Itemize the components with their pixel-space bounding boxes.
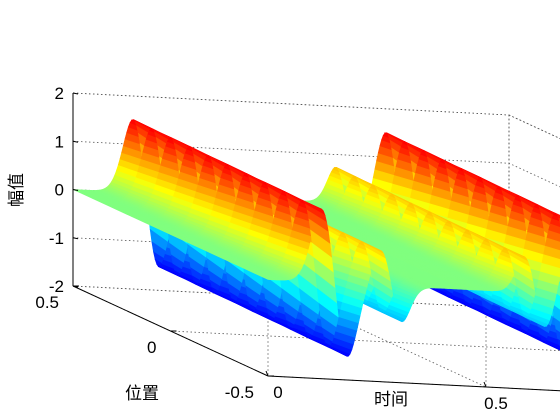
surface-patch	[556, 213, 560, 220]
z-tick-label: 2	[55, 84, 64, 103]
y-axis-label: 位置	[125, 384, 159, 404]
z-tick-labels: -2 -1 0 1 2	[49, 84, 64, 296]
y-tick-label: 0.5	[35, 293, 59, 312]
z-tick-mark	[72, 189, 79, 191]
surface-patch	[547, 329, 560, 341]
y-tick-labels: -0.5 0 0.5	[35, 293, 254, 402]
surface-patch	[543, 341, 560, 351]
x-tick-label: 0.5	[484, 394, 508, 413]
box-edge-back	[508, 114, 560, 139]
x-tick-mark	[483, 381, 487, 388]
surface-patch	[551, 214, 560, 222]
surface	[72, 119, 560, 358]
axis-line	[267, 375, 560, 392]
z-tick-label: -1	[49, 229, 64, 248]
axes-front-edges	[72, 92, 560, 392]
surface-patch	[552, 303, 560, 323]
x-axis-label: 时间	[374, 390, 408, 410]
z-axis-label: 幅值	[7, 173, 27, 207]
surface-patch	[539, 262, 560, 278]
surface-patch	[555, 329, 560, 341]
z-tick-mark	[72, 140, 79, 143]
box-edge-back	[72, 92, 510, 116]
z-tick-mark	[72, 237, 79, 240]
surface-patch	[544, 339, 560, 349]
y-tick-label: -0.5	[225, 383, 254, 402]
y-tick-label: 0	[147, 338, 156, 357]
z-tick-label: 1	[55, 132, 64, 151]
x-tick-labels: 00.51	[273, 383, 508, 413]
surface-patch	[557, 338, 560, 347]
x-tick-mark	[265, 370, 269, 377]
surface-patch	[553, 317, 560, 333]
z-tick-label: -2	[49, 277, 64, 296]
x-tick-label: 0	[273, 383, 282, 402]
z-tick-label: 0	[55, 181, 64, 200]
z-tick-mark	[72, 92, 79, 95]
